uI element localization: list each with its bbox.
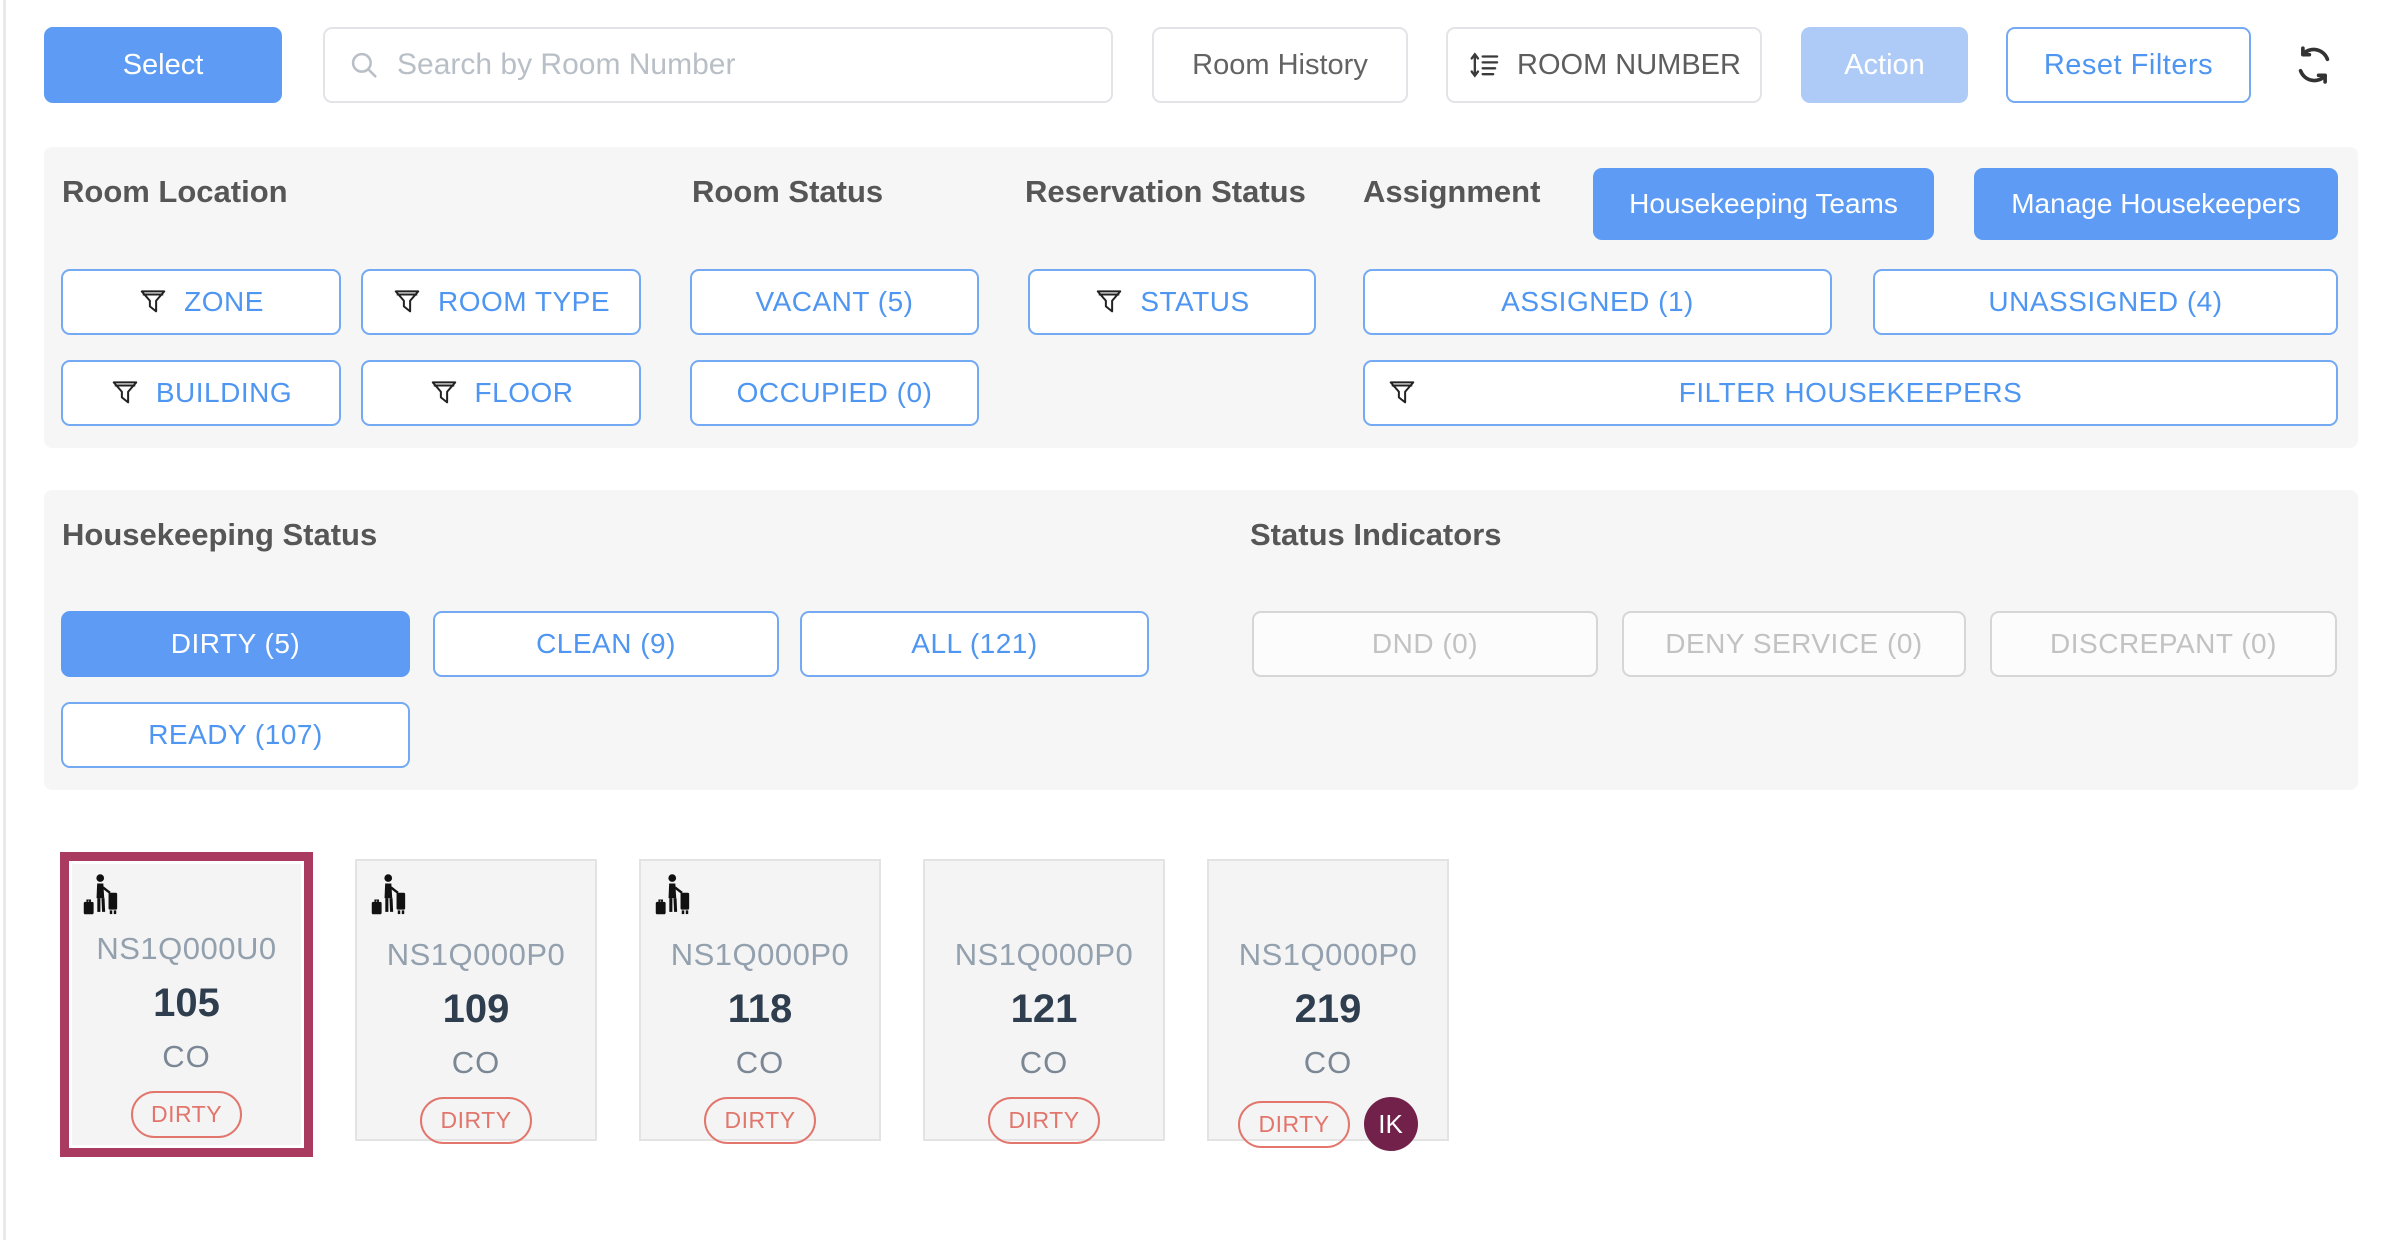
badge-row: DIRTY bbox=[988, 1097, 1100, 1144]
room-card[interactable]: NS1Q000U0 105 CO DIRTY bbox=[60, 852, 313, 1157]
reservation-status-title: Reservation Status bbox=[1025, 174, 1306, 209]
all-filter-button[interactable]: ALL (121) bbox=[800, 611, 1149, 677]
room-card[interactable]: NS1Q000P0 219 CO DIRTY IK bbox=[1207, 859, 1449, 1151]
reservation-code: CO bbox=[1019, 1045, 1069, 1080]
funnel-icon bbox=[1094, 287, 1124, 317]
vacant-filter-button[interactable]: VACANT (5) bbox=[690, 269, 979, 335]
badge-row: DIRTY IK bbox=[1238, 1097, 1418, 1151]
reservation-code: CO bbox=[451, 1045, 501, 1080]
select-button[interactable]: Select bbox=[44, 27, 282, 103]
sort-button-label: ROOM NUMBER bbox=[1517, 48, 1741, 81]
action-button[interactable]: Action bbox=[1801, 27, 1968, 103]
search-icon bbox=[347, 48, 381, 82]
room-status-badge: DIRTY bbox=[130, 1091, 243, 1138]
room-type-filter-button[interactable]: ROOM TYPE bbox=[361, 269, 641, 335]
filter-housekeepers-button[interactable]: FILTER HOUSEKEEPERS bbox=[1363, 360, 2338, 426]
assignment-title: Assignment bbox=[1363, 174, 1541, 209]
departure-luggage-icon bbox=[371, 873, 411, 917]
reservation-status-filter-button[interactable]: STATUS bbox=[1028, 269, 1316, 335]
assigned-filter-button[interactable]: ASSIGNED (1) bbox=[1363, 269, 1832, 335]
room-number: 109 bbox=[442, 987, 510, 1031]
zone-filter-label: ZONE bbox=[184, 286, 264, 317]
building-filter-button[interactable]: BUILDING bbox=[61, 360, 341, 426]
reservation-status-filter-label: STATUS bbox=[1140, 286, 1250, 317]
unassigned-filter-button[interactable]: UNASSIGNED (4) bbox=[1873, 269, 2338, 335]
dnd-indicator-button[interactable]: DND (0) bbox=[1252, 611, 1598, 677]
departure-luggage-icon bbox=[655, 873, 695, 917]
reset-filters-button[interactable]: Reset Filters bbox=[2006, 27, 2251, 103]
filter-housekeepers-label: FILTER HOUSEKEEPERS bbox=[1678, 377, 2023, 408]
room-type-code: NS1Q000P0 bbox=[954, 937, 1134, 972]
status-panel: Housekeeping Status Status Indicators DI… bbox=[44, 490, 2358, 790]
window-left-edge bbox=[3, 0, 6, 1240]
room-number: 219 bbox=[1294, 987, 1362, 1031]
occupied-filter-button[interactable]: OCCUPIED (0) bbox=[690, 360, 979, 426]
room-type-code: NS1Q000P0 bbox=[670, 937, 850, 972]
room-grid: NS1Q000U0 105 CO DIRTY NS1Q000P0 109 CO bbox=[60, 852, 1449, 1157]
funnel-icon bbox=[138, 287, 168, 317]
ready-filter-button[interactable]: READY (107) bbox=[61, 702, 410, 768]
departure-luggage-icon bbox=[83, 873, 123, 917]
reservation-code: CO bbox=[735, 1045, 785, 1080]
floor-filter-button[interactable]: FLOOR bbox=[361, 360, 641, 426]
room-number: 121 bbox=[1010, 987, 1078, 1031]
building-filter-label: BUILDING bbox=[155, 377, 293, 408]
deny-service-indicator-button[interactable]: DENY SERVICE (0) bbox=[1622, 611, 1966, 677]
discrepant-indicator-button[interactable]: DISCREPANT (0) bbox=[1990, 611, 2337, 677]
housekeeping-status-title: Housekeeping Status bbox=[62, 517, 378, 552]
room-type-code: NS1Q000P0 bbox=[386, 937, 566, 972]
room-type-code: NS1Q000P0 bbox=[1238, 937, 1418, 972]
badge-row: DIRTY bbox=[704, 1097, 816, 1144]
search-box[interactable] bbox=[323, 27, 1113, 103]
manage-housekeepers-button[interactable]: Manage Housekeepers bbox=[1974, 168, 2338, 240]
funnel-icon bbox=[110, 378, 140, 408]
sort-order-icon bbox=[1467, 48, 1501, 82]
housekeeper-badge: IK bbox=[1363, 1097, 1418, 1151]
dirty-filter-button[interactable]: DIRTY (5) bbox=[61, 611, 410, 677]
room-card[interactable]: NS1Q000P0 109 CO DIRTY bbox=[355, 859, 597, 1144]
funnel-icon bbox=[429, 378, 459, 408]
reservation-code: CO bbox=[162, 1039, 211, 1074]
room-status-badge: DIRTY bbox=[988, 1097, 1100, 1144]
refresh-icon[interactable] bbox=[2288, 27, 2340, 103]
room-number: 105 bbox=[153, 981, 220, 1025]
sort-button[interactable]: ROOM NUMBER bbox=[1446, 27, 1762, 103]
housekeeping-teams-button[interactable]: Housekeeping Teams bbox=[1593, 168, 1934, 240]
room-number: 118 bbox=[727, 987, 793, 1031]
filter-panel: Room Location Room Status Reservation St… bbox=[44, 147, 2358, 448]
funnel-icon bbox=[392, 287, 422, 317]
search-input[interactable] bbox=[395, 47, 1089, 83]
room-card[interactable]: NS1Q000P0 118 CO DIRTY bbox=[639, 859, 881, 1144]
room-type-code: NS1Q000U0 bbox=[96, 931, 277, 966]
room-location-title: Room Location bbox=[62, 174, 288, 209]
room-status-badge: DIRTY bbox=[704, 1097, 816, 1144]
zone-filter-button[interactable]: ZONE bbox=[61, 269, 341, 335]
badge-row: DIRTY bbox=[420, 1097, 532, 1144]
room-status-badge: DIRTY bbox=[1238, 1100, 1350, 1148]
status-indicators-title: Status Indicators bbox=[1250, 517, 1502, 552]
room-history-button[interactable]: Room History bbox=[1152, 27, 1408, 103]
badge-row: DIRTY bbox=[130, 1091, 243, 1138]
room-status-badge: DIRTY bbox=[420, 1097, 532, 1144]
floor-filter-label: FLOOR bbox=[474, 377, 574, 408]
room-card[interactable]: NS1Q000P0 121 CO DIRTY bbox=[923, 859, 1165, 1144]
funnel-icon bbox=[1387, 378, 1417, 408]
room-status-title: Room Status bbox=[692, 174, 884, 209]
reservation-code: CO bbox=[1303, 1045, 1353, 1080]
room-type-filter-label: ROOM TYPE bbox=[437, 286, 610, 317]
clean-filter-button[interactable]: CLEAN (9) bbox=[433, 611, 779, 677]
